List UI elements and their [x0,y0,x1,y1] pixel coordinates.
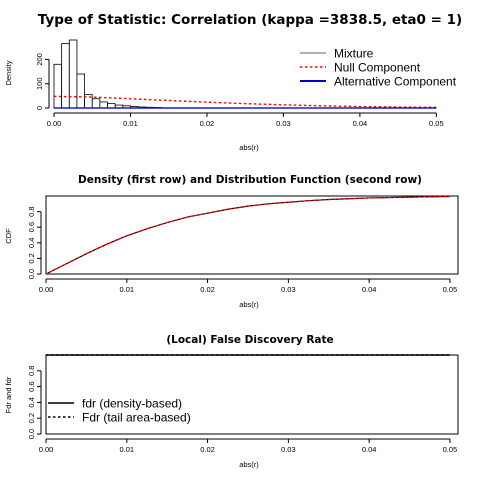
legend-label-alternative: Alternative Component [334,75,457,89]
panel2-y-tick-label: 0.4 [27,238,36,248]
panel1-y-tick-label: 0 [35,106,44,110]
histogram-bar [61,43,70,109]
panel1-xlabel: abs(r) [239,143,259,152]
panel1-x-tick-label: 0.05 [429,119,444,128]
panel2-xlabel: abs(r) [239,300,259,309]
legend-label-fdr: fdr (density-based) [82,397,182,411]
panel2-x-tick-label: 0.02 [200,285,215,294]
panel1-x-tick-label: 0.03 [276,119,291,128]
panel1-x-tick-label: 0.01 [123,119,138,128]
legend-label-null: Null Component [334,61,421,75]
panel1-title: Type of Statistic: Correlation (kappa =3… [38,12,462,28]
series-cdf-mixture [45,195,450,275]
panel2-x-tick-label: 0.01 [119,285,134,294]
panel1-y-tick-label: 200 [35,53,44,66]
panel2-y-tick-label: 0.8 [27,206,36,216]
panel1-ylabel: Density [4,60,13,85]
panel1-x-tick-label: 0.00 [47,119,62,128]
panel2-x-tick-label: 0.05 [443,285,458,294]
legend-label-Fdr: Fdr (tail area-based) [82,411,191,425]
panel3-x-tick-label: 0.03 [281,445,296,454]
panel3-y-tick-label: 0.8 [27,366,36,376]
panel1-x-tick-label: 0.02 [200,119,215,128]
histogram-bar [53,63,63,109]
histogram-bar [107,103,116,109]
histogram-bar [68,39,78,109]
panel1-plot-area: 0.00 0.01 0.02 0.03 0.04 0.05 0 100 200 [35,39,444,128]
histogram-bar [99,101,108,109]
panel3-y-tick-label: 0.2 [27,413,36,423]
panel3-y-tick-label: 0.6 [27,381,36,391]
series-null-component [53,95,437,109]
panel1-x-tick-label: 0.04 [353,119,368,128]
panel1-legend: Mixture Null Component Alternative Compo… [300,47,457,89]
panel3-x-tick-label: 0.04 [362,445,377,454]
panel3-y-tick-label: 0.0 [27,429,36,439]
histogram-bar [76,73,85,109]
panel3-y-tick-label: 0.4 [27,397,36,407]
panel3-x-tick-label: 0.00 [39,445,54,454]
histogram-bar [91,98,101,109]
legend-label-mixture: Mixture [334,47,374,61]
panel1-y-tick-label: 100 [35,77,44,90]
panel3-title: (Local) False Discovery Rate [166,334,333,346]
panel2-x-tick-label: 0.04 [362,285,377,294]
panel3-x-tick-label: 0.01 [119,445,134,454]
panel2-title: Density (first row) and Distribution Fun… [78,174,422,186]
panel3-x-tick-label: 0.02 [200,445,215,454]
panel2-y-tick-label: 0.6 [27,222,36,232]
panel2-x-tick-label: 0.00 [39,285,54,294]
panel2-y-tick-label: 0.2 [27,253,36,263]
panel3-plot-area: 0.00 0.01 0.02 0.03 0.04 0.05 0.0 0.2 0.4 0.6 0.8 [27,354,459,454]
panel2-y-tick-label: 0.0 [27,269,36,279]
panel2-ylabel: CDF [4,228,13,244]
panel2-plot-area: 0.00 0.01 0.02 0.03 0.04 0.05 0.0 0.2 0.4 0.6 0.8 [27,195,459,294]
panel2-frame [45,195,459,275]
panel3-xlabel: abs(r) [239,460,259,469]
panel3-ylabel: Fdr and fdr [4,376,13,413]
panel3-legend: fdr (density-based) Fdr (tail area-based… [48,397,191,425]
panel2-x-tick-label: 0.03 [281,285,296,294]
panel3-x-tick-label: 0.05 [443,445,458,454]
